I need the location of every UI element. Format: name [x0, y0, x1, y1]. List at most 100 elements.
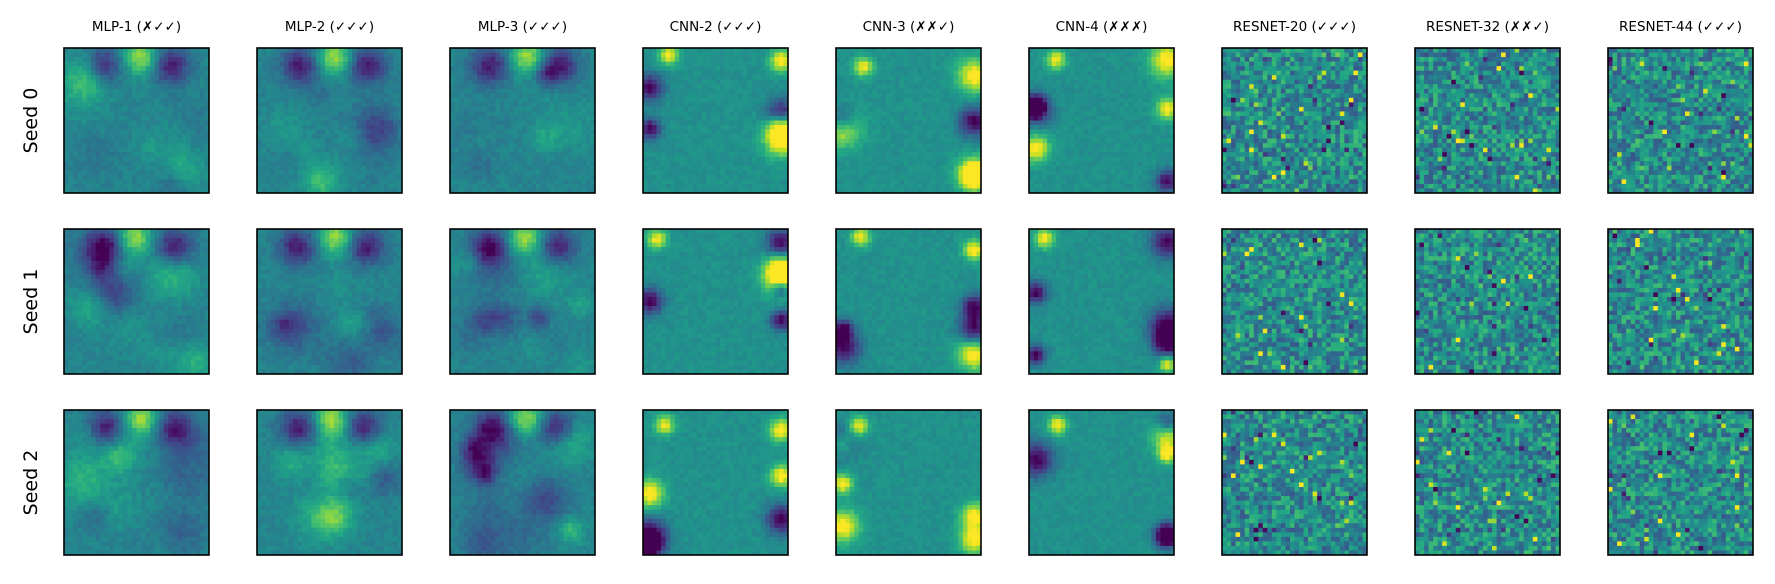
heatmap-cell — [334, 152, 339, 157]
heatmap-cell — [473, 175, 478, 180]
heatmap-cell — [123, 93, 128, 98]
heatmap-cell — [82, 161, 87, 166]
heatmap-cell — [459, 121, 464, 126]
heatmap-cell — [293, 84, 298, 89]
heatmap-cell — [568, 84, 573, 89]
heatmap-cell — [550, 175, 555, 180]
heatmap-cell — [586, 148, 591, 153]
heatmap-cell — [652, 121, 657, 126]
heatmap-cell — [370, 121, 375, 126]
heatmap-cell — [280, 84, 285, 89]
heatmap-cell — [127, 71, 132, 76]
heatmap-cell — [186, 184, 191, 189]
heatmap-cell — [69, 89, 74, 94]
heatmap-cell — [586, 139, 591, 144]
heatmap-cell — [159, 89, 164, 94]
heatmap-cell — [886, 57, 891, 62]
heatmap-cell — [366, 184, 371, 189]
heatmap-cell — [137, 152, 142, 157]
heatmap-cell — [459, 107, 464, 112]
heatmap-cell — [904, 143, 909, 148]
heatmap-cell — [904, 57, 909, 62]
heatmap-cell — [500, 134, 505, 139]
heatmap-cell — [339, 89, 344, 94]
heatmap-cell — [284, 53, 289, 58]
heatmap-cell — [890, 157, 895, 162]
heatmap-cell — [271, 116, 276, 121]
heatmap-cell — [945, 89, 950, 94]
heatmap-cell — [109, 143, 114, 148]
heatmap-cell — [495, 93, 500, 98]
heatmap-cell — [863, 80, 868, 85]
heatmap-cell — [918, 116, 923, 121]
heatmap-cell — [684, 80, 689, 85]
heatmap-cell — [841, 89, 846, 94]
heatmap-cell — [586, 170, 591, 175]
heatmap-cell — [706, 179, 711, 184]
heatmap-cell — [137, 134, 142, 139]
heatmap-cell — [293, 143, 298, 148]
heatmap-cell — [967, 62, 972, 67]
heatmap-cell — [500, 157, 505, 162]
heatmap-cell — [352, 107, 357, 112]
heatmap-cell — [325, 143, 330, 148]
heatmap-cell — [532, 66, 537, 71]
heatmap-cell — [688, 139, 693, 144]
heatmap-cell — [146, 111, 151, 116]
heatmap-cell — [563, 175, 568, 180]
heatmap-cell — [936, 161, 941, 166]
heatmap-cell — [963, 66, 968, 71]
heatmap-cell — [379, 53, 384, 58]
heatmap-cell — [729, 89, 734, 94]
heatmap-cell — [936, 121, 941, 126]
heatmap-cell — [468, 121, 473, 126]
heatmap-cell — [388, 152, 393, 157]
heatmap-cell — [774, 116, 779, 121]
heatmap-cell — [568, 62, 573, 67]
heatmap-cell — [586, 157, 591, 162]
heatmap-cell — [850, 157, 855, 162]
heatmap-cell — [963, 166, 968, 171]
heatmap-cell — [348, 121, 353, 126]
heatmap-cell — [293, 148, 298, 153]
heatmap-cell — [666, 71, 671, 76]
heatmap-cell — [527, 148, 532, 153]
heatmap-cell — [91, 57, 96, 62]
heatmap-cell — [711, 75, 716, 80]
heatmap-cell — [688, 166, 693, 171]
heatmap-cell — [572, 130, 577, 135]
heatmap-cell — [577, 161, 582, 166]
heatmap-cell — [545, 148, 550, 153]
heatmap-cell — [375, 125, 380, 130]
heatmap-cell — [504, 157, 509, 162]
column-title: MLP-1 (✗✓✓) — [92, 19, 181, 35]
heatmap-cell — [91, 84, 96, 89]
heatmap-cell — [734, 102, 739, 107]
heatmap-cell — [940, 121, 945, 126]
heatmap-cell — [195, 111, 200, 116]
heatmap-cell — [293, 170, 298, 175]
heatmap-cell — [509, 152, 514, 157]
heatmap-cell — [182, 98, 187, 103]
heatmap-cell — [536, 57, 541, 62]
heatmap-cell — [280, 107, 285, 112]
heatmap-cell — [375, 57, 380, 62]
heatmap-cell — [945, 143, 950, 148]
heatmap-cell — [200, 130, 205, 135]
heatmap-cell — [720, 125, 725, 130]
heatmap-cell — [132, 89, 137, 94]
heatmap-cell — [316, 80, 321, 85]
heatmap-cell — [195, 102, 200, 107]
heatmap-cell — [177, 89, 182, 94]
heatmap-cell — [495, 166, 500, 171]
heatmap-cell — [200, 107, 205, 112]
heatmap-cell — [289, 80, 294, 85]
heatmap-cell — [545, 71, 550, 76]
heatmap-cell — [195, 170, 200, 175]
heatmap-cell — [770, 89, 775, 94]
heatmap-cell — [455, 152, 460, 157]
heatmap-cell — [711, 107, 716, 112]
heatmap-cell — [550, 84, 555, 89]
heatmap-cell — [756, 80, 761, 85]
heatmap-cell — [963, 84, 968, 89]
